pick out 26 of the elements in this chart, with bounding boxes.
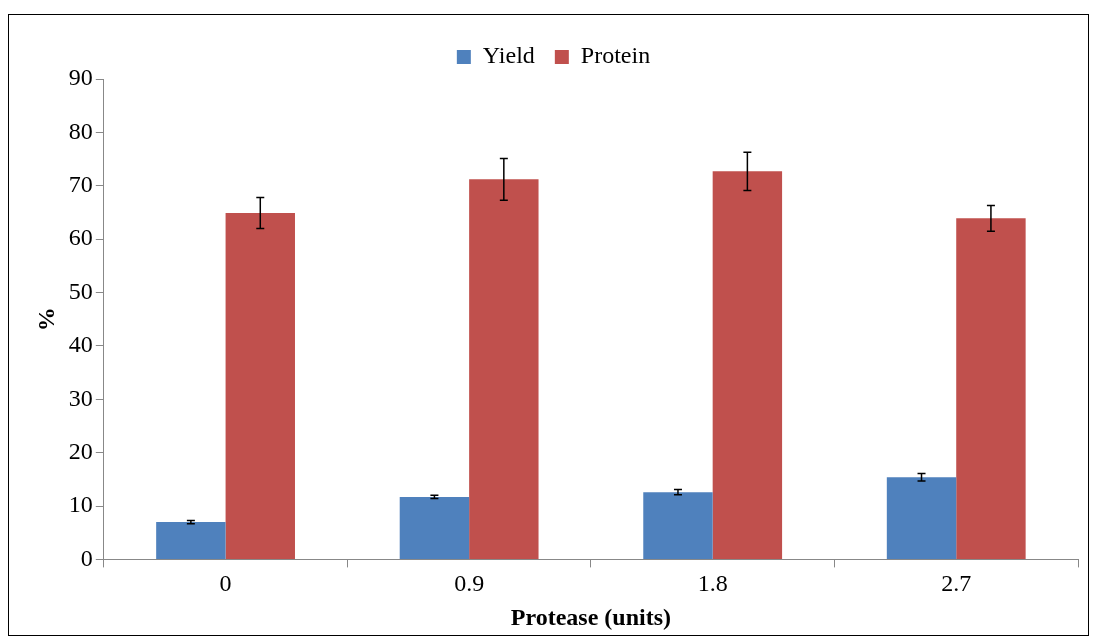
y-tick-label: 80: [68, 117, 93, 144]
x-tick-label: 2.7: [941, 570, 972, 597]
y-tick-label: 40: [68, 331, 93, 358]
x-tick-label: 0: [219, 570, 232, 597]
bar: [469, 179, 539, 559]
bar: [712, 171, 783, 559]
y-axis-title: %: [32, 307, 59, 332]
y-tick-label: 50: [68, 277, 93, 304]
y-tick-label: 90: [68, 64, 93, 91]
bar: [399, 496, 470, 559]
bar: [956, 218, 1026, 559]
bar: [156, 522, 226, 559]
legend-label: Protein: [580, 42, 651, 69]
y-tick-label: 60: [68, 224, 93, 251]
x-axis-title: Protease (units): [510, 603, 671, 630]
y-tick-label: 10: [68, 491, 93, 518]
y-tick-label: 30: [68, 384, 93, 411]
bar: [225, 212, 295, 559]
bar: [643, 492, 713, 559]
y-tick-label: 70: [68, 171, 93, 198]
y-tick-label: 0: [80, 544, 93, 571]
bar: [886, 477, 957, 559]
y-tick-label: 20: [68, 437, 93, 464]
x-tick-label: 1.8: [697, 570, 728, 597]
legend-label: Yield: [482, 42, 535, 69]
x-tick-label: 0.9: [454, 570, 485, 597]
